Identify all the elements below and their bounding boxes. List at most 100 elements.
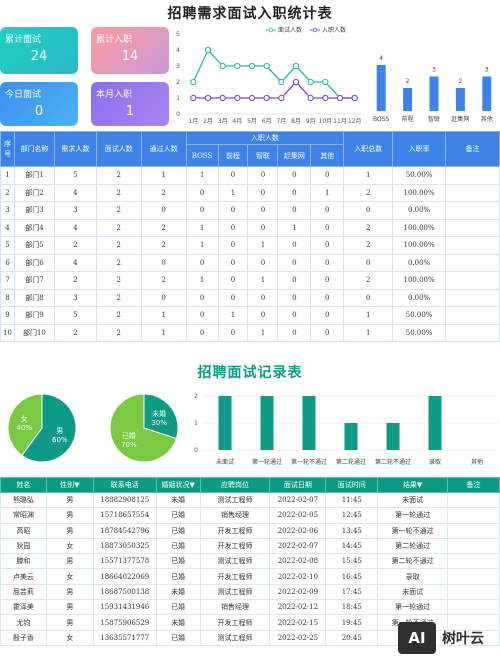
table-row: 高昭男 18784542796 已婚 开发工程师 2022-02-06 13:45 第一轮不… bbox=[0, 522, 500, 539]
table-cell: 女 bbox=[45, 568, 94, 585]
bar bbox=[302, 396, 316, 450]
table-cell bbox=[445, 236, 500, 255]
dept-stats-table: 序号 部门名称 需求人数 面试人数 通过人数 入职人数 入职总数 入职率 备注 … bbox=[0, 131, 500, 342]
table-cell: 0 bbox=[310, 218, 345, 237]
table-cell: 16:45 bbox=[325, 568, 379, 585]
table-cell: 2 bbox=[95, 218, 142, 237]
bar bbox=[218, 396, 232, 450]
table-cell: 0 bbox=[277, 236, 312, 255]
table-cell: 1 bbox=[343, 306, 394, 325]
col-header: 入职率 bbox=[392, 131, 447, 167]
table-cell: 2 bbox=[53, 236, 97, 255]
x-tick-label: 11月 bbox=[333, 118, 347, 125]
table-cell: 2022-02-12 bbox=[269, 599, 327, 616]
legend-label: 入职人数 bbox=[322, 26, 346, 34]
bar bbox=[386, 423, 400, 450]
table-cell: 0 bbox=[217, 288, 249, 307]
table-cell: 0 bbox=[277, 201, 312, 220]
series-point bbox=[278, 94, 285, 102]
series-point bbox=[190, 94, 197, 102]
table-cell: 1 bbox=[277, 218, 312, 237]
table-cell: 0 bbox=[310, 236, 345, 255]
pie-slice bbox=[109, 393, 177, 463]
table-cell: 1 bbox=[140, 166, 187, 185]
table-cell: 4 bbox=[0, 218, 15, 237]
legend-marker bbox=[312, 27, 318, 33]
table-cell: 0 bbox=[343, 201, 394, 220]
table-cell: 1 bbox=[247, 323, 279, 342]
card-value: 24 bbox=[30, 49, 48, 64]
table-cell: 18664022069 bbox=[92, 568, 157, 585]
pie-slice bbox=[143, 393, 179, 440]
table-cell: 13:45 bbox=[325, 522, 379, 539]
table-cell bbox=[447, 583, 500, 601]
series-point bbox=[204, 46, 212, 54]
table-cell: 开发工程师 bbox=[199, 614, 271, 631]
table-cell bbox=[447, 522, 500, 539]
series-line bbox=[193, 81, 355, 99]
col-header-result-filter[interactable]: 结果▼ bbox=[377, 477, 449, 493]
table-cell: 6 bbox=[0, 253, 15, 272]
col-header-marital-filter[interactable]: 婚姻状况▼ bbox=[155, 477, 201, 493]
table-cell: 0 bbox=[217, 253, 249, 272]
table-cell bbox=[447, 629, 500, 646]
table-cell: 2 bbox=[0, 183, 15, 202]
table-cell: 1 bbox=[0, 166, 15, 185]
table-cell: 11:45 bbox=[325, 491, 379, 509]
table-cell: 1 bbox=[343, 323, 394, 342]
table-cell: 男 bbox=[45, 507, 94, 524]
col-header-position: 应聘岗位 bbox=[199, 477, 271, 493]
table-cell: 已婚 bbox=[155, 568, 201, 585]
series-point bbox=[292, 62, 300, 70]
series-point bbox=[278, 78, 285, 86]
y-tick-label: 2 bbox=[176, 79, 180, 86]
table-cell: 18687500138 bbox=[92, 583, 157, 601]
series-point bbox=[322, 94, 329, 102]
table-cell: 未婚 bbox=[155, 614, 201, 631]
table-row: 3 部门3 3 2 0 0 0 0 0 0 0 0.00% bbox=[0, 201, 500, 220]
report1-title: 招聘需求面试入职统计表 bbox=[167, 6, 333, 22]
table-cell: 2022-02-07 bbox=[269, 537, 327, 555]
table-row: 狄园女 18873050325 已婚 开发工程师 2022-02-07 14:45 第二轮通… bbox=[0, 537, 500, 555]
table-cell: 0 bbox=[310, 288, 345, 307]
table-cell: 部门6 bbox=[13, 253, 55, 272]
table-cell: 2 bbox=[140, 218, 187, 237]
table-cell: 屈芸莉 bbox=[0, 583, 47, 601]
table-cell: 0 bbox=[247, 201, 279, 220]
col-header-gender-filter[interactable]: 性别▼ bbox=[45, 477, 94, 493]
table-cell: 未婚 bbox=[155, 491, 201, 509]
sub-header: 前程 bbox=[217, 144, 249, 167]
table-cell: 19:45 bbox=[325, 614, 379, 631]
table-cell: 男 bbox=[45, 522, 94, 539]
table-cell: 测试工程师 bbox=[199, 553, 271, 570]
table-cell: 部门3 bbox=[13, 201, 55, 220]
x-tick-label: 未面试 bbox=[216, 458, 234, 466]
sub-header: BOSS bbox=[185, 144, 219, 167]
card-label: 本月入职 bbox=[96, 90, 133, 100]
table-cell: 1 bbox=[140, 323, 187, 342]
table-cell: 0 bbox=[277, 166, 312, 185]
series-point bbox=[263, 94, 270, 102]
table-cell: 部门1 bbox=[13, 166, 55, 185]
pie-slice bbox=[21, 393, 77, 463]
table-cell: 0 bbox=[343, 253, 394, 272]
table-cell: 2022-02-09 bbox=[269, 583, 327, 601]
table-cell: 2022-02-08 bbox=[269, 553, 327, 570]
gender-pie-chart: 女40% 男60% bbox=[7, 393, 77, 463]
table-cell: 2022-02-06 bbox=[269, 522, 327, 539]
table-row: 熊璐弘男 18882908125 未婚 测试工程师 2022-02-07 11:45 未面试 bbox=[0, 491, 500, 509]
table-row: 2 部门2 4 2 2 0 1 0 0 1 2 100.00% bbox=[0, 183, 500, 202]
table-cell: 18873050325 bbox=[92, 537, 157, 555]
table-cell: 已婚 bbox=[155, 537, 201, 555]
y-tick-label: 2 bbox=[194, 393, 198, 400]
table-cell: 12:45 bbox=[325, 507, 379, 524]
pie-slice-label: 已婚 bbox=[122, 431, 136, 440]
table-cell: 高昭 bbox=[0, 522, 47, 539]
x-tick-label: 2月 bbox=[203, 118, 213, 125]
table-cell: 未婚 bbox=[155, 583, 201, 601]
col-header-date: 面试日期 bbox=[269, 477, 327, 493]
series-point bbox=[248, 62, 256, 70]
sub-header: 赶集网 bbox=[277, 144, 312, 167]
table-cell: 7 bbox=[0, 271, 15, 290]
table-cell: 5 bbox=[53, 306, 97, 325]
